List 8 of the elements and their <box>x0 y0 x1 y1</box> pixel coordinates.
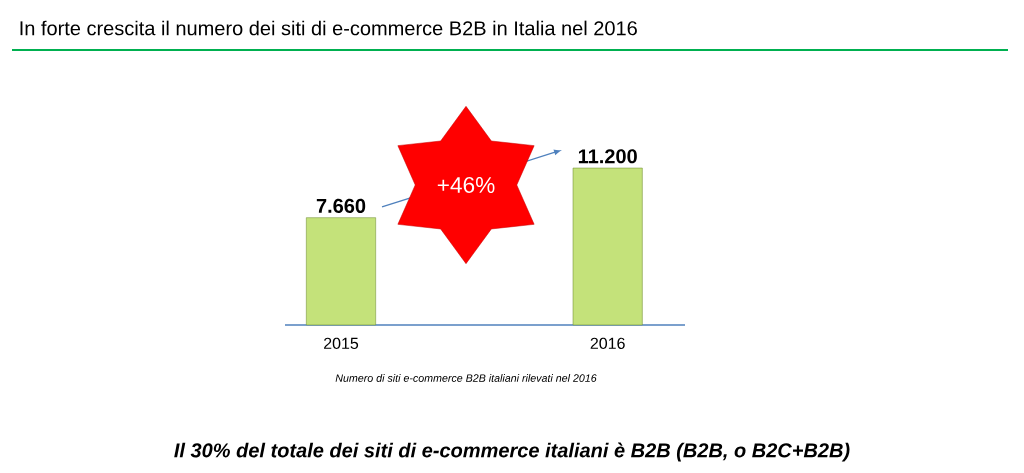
text: Il 30% del totale dei siti di e-commerce italiani è B2B (B2B, o B2C+B2B) <box>174 442 850 462</box>
x-tick-label: 2016 <box>590 337 625 350</box>
x-tick-label: 2015 <box>324 337 359 350</box>
data-label: 11.200 <box>578 149 637 164</box>
text: Numero di siti e-commerce B2B italiani rilevati nel 2016 <box>335 374 597 382</box>
chart-title: In forte crescita il numero dei siti di e-commerce B2B in Italia nel 2016 <box>20 20 637 36</box>
annotation: +46% <box>437 176 495 194</box>
data-label: 7.660 <box>316 198 366 213</box>
